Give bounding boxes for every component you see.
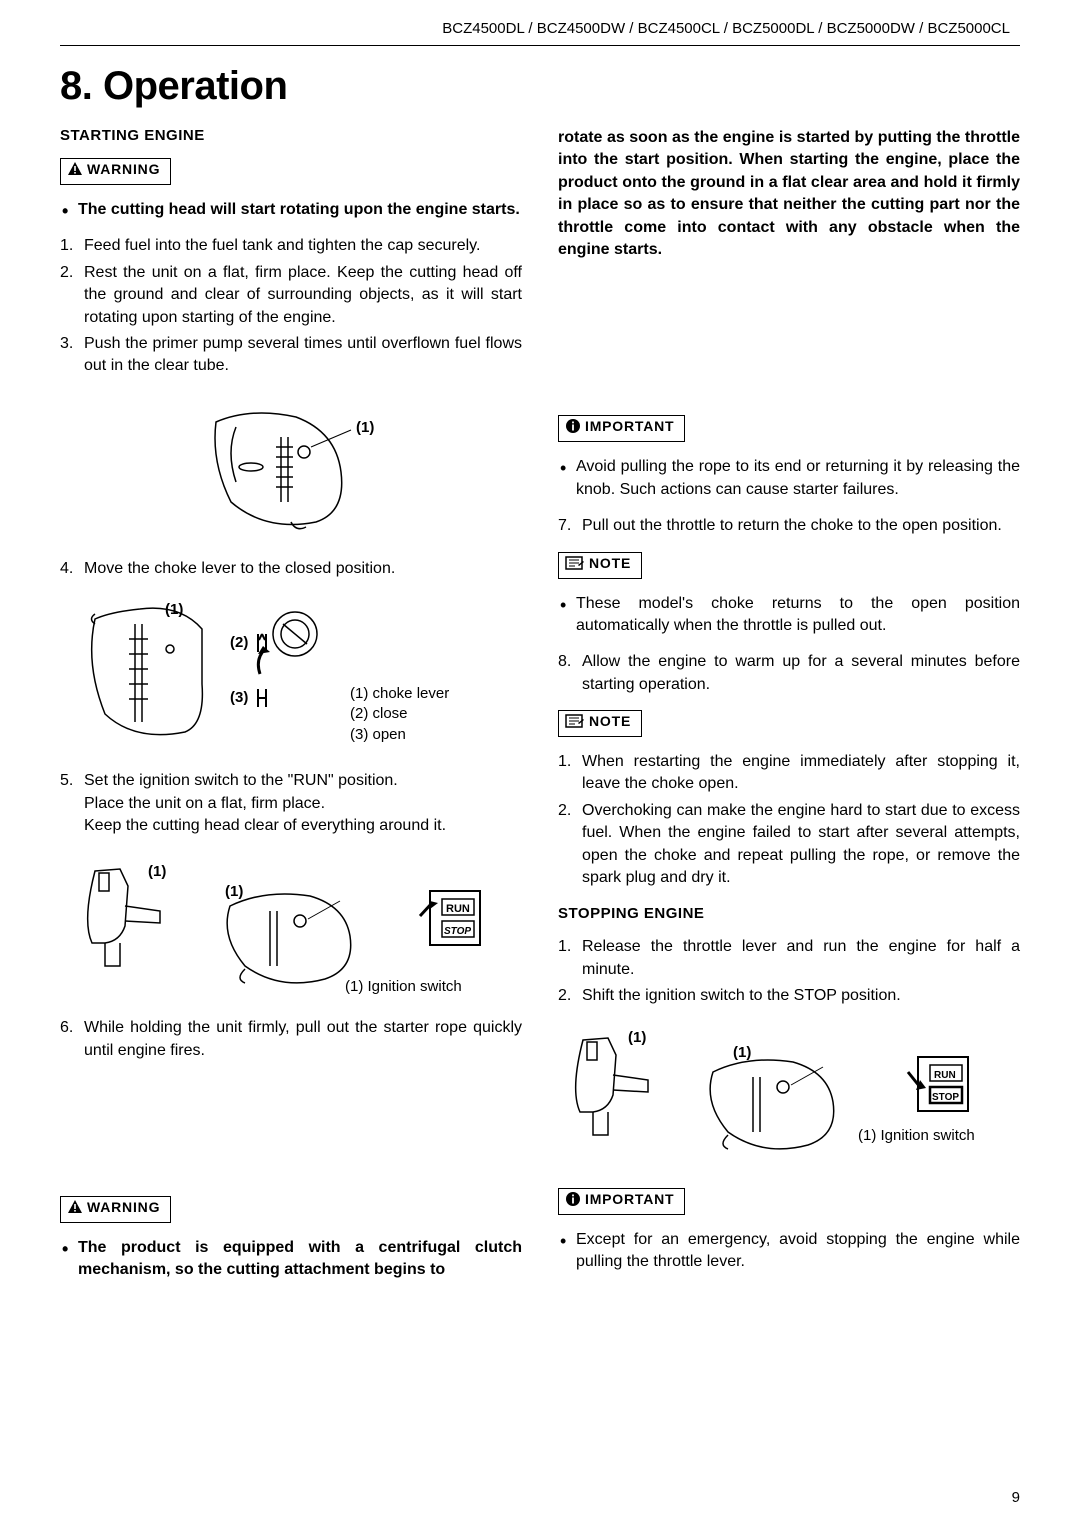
svg-text:(1): (1) [225,883,243,900]
heading-starting-engine: STARTING ENGINE [60,127,522,144]
page-number: 9 [1012,1489,1020,1506]
page-title: 8. Operation [60,64,1020,109]
stop-step-1: Release the throttle lever and run the e… [558,936,1020,981]
steps-1-3: Feed fuel into the fuel tank and tighten… [60,235,522,377]
note-icon [565,713,585,729]
warning-item-2: The product is equipped with a centrifug… [60,1237,522,1282]
svg-text:STOP: STOP [444,926,471,937]
header-rule [60,45,1020,46]
step-4-list: Move the choke lever to the closed posit… [60,558,522,580]
warning-list-1: The cutting head will start rotating upo… [60,199,522,221]
svg-text:(1): (1) [628,1029,646,1046]
note-box-2: NOTE [558,710,642,737]
note-box-1: NOTE [558,552,642,579]
fig1-label: (1) [356,419,374,436]
step-8: Allow the engine to warm up for a severa… [558,651,1020,696]
important-list-1: Avoid pulling the rope to its end or ret… [558,456,1020,501]
note-item-1: These model's choke returns to the open … [558,593,1020,638]
important-item-2: Except for an emergency, avoid stopping … [558,1229,1020,1274]
svg-text:STOP: STOP [932,1092,959,1103]
fig2-caption: (1) choke lever (2) close (3) open [350,684,449,745]
warning-box-1: WARNING [60,158,171,185]
step-7-list: Pull out the throttle to return the chok… [558,515,1020,537]
warning-icon [67,1199,83,1215]
step-5-list: Set the ignition switch to the "RUN" pos… [60,770,522,837]
note-list-2: When restarting the engine immediately a… [558,751,1020,889]
svg-text:RUN: RUN [446,903,470,915]
important-list-2: Except for an emergency, avoid stopping … [558,1229,1020,1274]
svg-text:(1): (1) [733,1044,751,1061]
svg-text:(1) Ignition switch: (1) Ignition switch [345,978,462,995]
svg-text:(2): (2) [230,634,248,651]
warning-box-2: WARNING [60,1196,171,1223]
warning-label: WARNING [87,161,160,177]
svg-text:(3): (3) [230,689,248,706]
important-icon [565,1191,581,1207]
step-6: While holding the unit firmly, pull out … [60,1017,522,1062]
important-label: IMPORTANT [585,1191,674,1207]
step-3: Push the primer pump several times until… [60,333,522,378]
left-column: STARTING ENGINE WARNING The cutting head… [60,127,522,1296]
step-4: Move the choke lever to the closed posit… [60,558,522,580]
stop-step-2: Shift the ignition switch to the STOP po… [558,985,1020,1007]
note2-item-b: Overchoking can make the engine hard to … [558,800,1020,890]
figure-ignition-run-svg: (1) (1) RUN STOP (1) Ignition switch [70,851,490,1001]
note-list-1: These model's choke returns to the open … [558,593,1020,638]
svg-text:(1): (1) [165,601,183,618]
note-label: NOTE [589,713,631,729]
note-label: NOTE [589,555,631,571]
figure-engine-svg: (1) [176,392,406,542]
important-box-1: IMPORTANT [558,415,685,442]
figure-ignition-stop: (1) (1) RUN STOP (1) Ignition switch [558,1022,1020,1172]
figure-ignition-run: (1) (1) RUN STOP (1) Ignition switch [60,851,522,1001]
step-1: Feed fuel into the fuel tank and tighten… [60,235,522,257]
important-label: IMPORTANT [585,418,674,434]
warning-list-2: The product is equipped with a centrifug… [60,1237,522,1282]
note2-item-a: When restarting the engine immediately a… [558,751,1020,796]
step-7: Pull out the throttle to return the chok… [558,515,1020,537]
step-5: Set the ignition switch to the "RUN" pos… [60,770,522,837]
important-icon [565,418,581,434]
header-models: BCZ4500DL / BCZ4500DW / BCZ4500CL / BCZ5… [60,20,1020,37]
note-icon [565,555,585,571]
stop-steps: Release the throttle lever and run the e… [558,936,1020,1007]
content-columns: STARTING ENGINE WARNING The cutting head… [60,127,1020,1296]
svg-text:(1): (1) [148,863,166,880]
step-2: Rest the unit on a flat, firm place. Kee… [60,262,522,329]
svg-text:RUN: RUN [934,1070,956,1081]
warning-item: The cutting head will start rotating upo… [60,199,522,221]
figure-choke-svg: (1) (2) (3) [80,594,340,754]
important-box-2: IMPORTANT [558,1188,685,1215]
step-6-list: While holding the unit firmly, pull out … [60,1017,522,1062]
warning-icon [67,161,83,177]
warning-continuation: rotate as soon as the engine is started … [558,127,1020,261]
figure-choke: (1) (2) (3) (1) choke lever (2) close (3… [60,594,522,754]
important-item-1: Avoid pulling the rope to its end or ret… [558,456,1020,501]
figure-ignition-stop-svg: (1) (1) RUN STOP (1) Ignition switch [558,1022,998,1172]
right-column: rotate as soon as the engine is started … [558,127,1020,1296]
svg-text:(1) Ignition switch: (1) Ignition switch [858,1127,975,1144]
step-8-list: Allow the engine to warm up for a severa… [558,651,1020,696]
heading-stopping-engine: STOPPING ENGINE [558,905,1020,922]
figure-engine: (1) [60,392,522,542]
warning-label: WARNING [87,1199,160,1215]
